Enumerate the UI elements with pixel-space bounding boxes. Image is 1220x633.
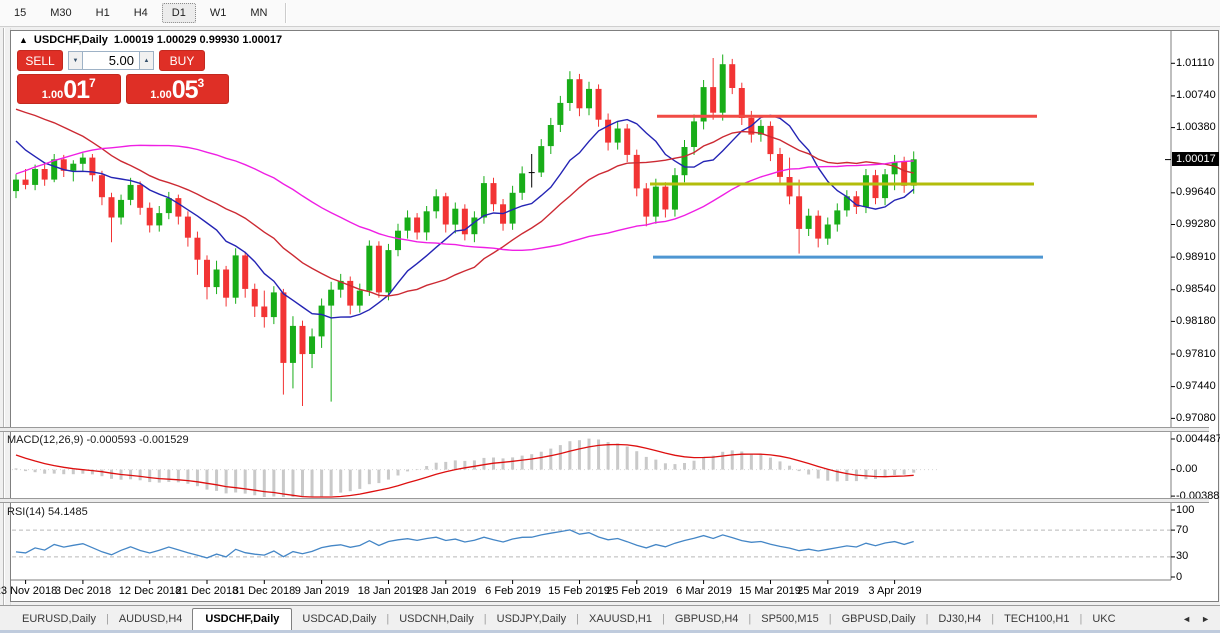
tab-scroll-controls: ◄ ► [1178, 614, 1220, 630]
tab-scroll-right-icon[interactable]: ► [1201, 614, 1210, 624]
date-axis-label: 25 Mar 2019 [797, 585, 859, 597]
date-axis-label: 3 Dec 2018 [54, 585, 112, 597]
status-strip [0, 630, 1220, 633]
price-axis-label: 0.97080 [1176, 412, 1216, 424]
tab-separator: | [1079, 613, 1083, 625]
price-axis-label: 0.97440 [1176, 380, 1216, 392]
timeframe-h1[interactable]: H1 [95, 7, 110, 19]
date-axis-label: 15 Feb 2019 [548, 585, 610, 597]
ask-price-big-digits: 05 [171, 76, 199, 104]
tab-usdchf-daily[interactable]: USDCHF,Daily [192, 608, 293, 630]
timeframe-15[interactable]: 15 [14, 7, 27, 19]
tab-separator: | [991, 613, 995, 625]
volume-input[interactable] [83, 51, 139, 70]
tab-xauusd-h1[interactable]: XAUUSD,H1 [588, 613, 652, 625]
price-axis-label: 0.99280 [1176, 218, 1216, 230]
volume-decrease-icon[interactable]: ▼ [68, 51, 83, 70]
date-axis-label: 21 Dec 2018 [175, 585, 239, 597]
tab-sp500-m15[interactable]: SP500,M15 [761, 613, 819, 625]
macd-axis-label: 0.004487 [1176, 433, 1220, 445]
price-axis-label: 0.98180 [1176, 315, 1216, 327]
date-axis-label: 28 Jan 2019 [415, 585, 477, 597]
ask-price-panel[interactable]: 1.00 05 3 [125, 74, 229, 104]
date-axis-label: 9 Jan 2019 [294, 585, 350, 597]
price-axis-label: 0.98910 [1176, 251, 1216, 263]
date-axis-label: 3 Apr 2019 [868, 585, 922, 597]
tab-tech100-h1[interactable]: TECH100,H1 [1004, 613, 1070, 625]
rsi-axis-label: 0 [1176, 571, 1183, 583]
volume-increase-icon[interactable]: ▲ [139, 51, 154, 70]
date-axis-label: 6 Feb 2019 [485, 585, 541, 597]
ask-price-pip-digit: 3 [197, 76, 205, 90]
chart-tab-bar: EURUSD,Daily | AUDUSD,H4 USDCHF,Daily USDCAD… [0, 605, 1220, 630]
tab-separator: | [748, 613, 752, 625]
tab-gbpusd-daily[interactable]: GBPUSD,Daily [841, 613, 916, 625]
price-axis-label: 1.00380 [1176, 121, 1216, 133]
chart-title-bar: ▲ USDCHF,Daily 1.00019 1.00029 0.99930 1… [19, 34, 282, 46]
toolbar-separator [285, 3, 288, 23]
price-axis-label: 0.97810 [1176, 348, 1216, 360]
price-axis-label: 1.01110 [1176, 57, 1215, 69]
ask-price-prefix: 1.00 [150, 89, 172, 101]
rsi-axis-label: 30 [1176, 550, 1189, 562]
chart-ohlc-values: 1.00019 1.00029 0.99930 1.00017 [113, 34, 283, 46]
price-axis-label: 0.98540 [1176, 283, 1216, 295]
timeframe-mn[interactable]: MN [250, 7, 268, 19]
timeframe-w1[interactable]: W1 [209, 7, 227, 19]
tab-dj30-h4[interactable]: DJ30,H4 [938, 613, 982, 625]
date-axis-label: 15 Mar 2019 [739, 585, 801, 597]
tab-scroll-left-icon[interactable]: ◄ [1182, 614, 1192, 624]
bid-price-prefix: 1.00 [41, 89, 64, 101]
date-axis-label: 6 Mar 2019 [676, 585, 732, 597]
timeframe-d1[interactable]: D1 [161, 3, 196, 23]
tab-usdcad-daily[interactable]: USDCAD,Daily [302, 613, 377, 625]
tab-usdjpy-daily[interactable]: USDJPY,Daily [496, 613, 567, 625]
bid-price-panel[interactable]: 1.00 01 7 [17, 74, 121, 104]
sell-button[interactable]: SELL [17, 50, 63, 71]
buy-button[interactable]: BUY [159, 50, 205, 71]
date-axis-label: 18 Jan 2019 [357, 585, 419, 597]
tab-separator: | [925, 613, 929, 625]
tab-eurusd-daily[interactable]: EURUSD,Daily [22, 613, 96, 625]
bid-price-big-digits: 01 [63, 76, 90, 104]
panel-splitter-rsi[interactable] [0, 498, 1209, 503]
timeframe-m30[interactable]: M30 [50, 7, 72, 19]
tab-separator: | [828, 613, 832, 625]
date-axis-label: 23 Nov 2018 [0, 585, 58, 597]
tab-separator: | [386, 613, 390, 625]
bid-price-pip-digit: 7 [89, 76, 96, 90]
price-axis-label: 1.00740 [1176, 89, 1216, 101]
date-axis-label: 25 Feb 2019 [606, 585, 668, 597]
tab-gbpusd-h4[interactable]: GBPUSD,H4 [674, 613, 739, 625]
chart-window[interactable]: ▲ USDCHF,Daily 1.00019 1.00029 0.99930 1… [10, 30, 1219, 602]
tab-ukc[interactable]: UKC [1092, 613, 1116, 625]
macd-axis-label: 0.00 [1176, 463, 1198, 475]
rsi-indicator-label: RSI(14) 54.1485 [7, 506, 88, 518]
timeframe-h4[interactable]: H4 [133, 7, 148, 19]
date-axis-label: 12 Dec 2018 [118, 585, 182, 597]
panel-splitter-macd[interactable] [0, 427, 1209, 432]
macd-indicator-label: MACD(12,26,9) -0.000593 -0.001529 [7, 434, 189, 446]
rsi-axis-label: 100 [1176, 504, 1195, 516]
tab-usdcnh-daily[interactable]: USDCNH,Daily [399, 613, 474, 625]
chart-expand-icon[interactable]: ▲ [19, 35, 28, 45]
tab-separator: | [576, 613, 579, 625]
tab-separator: | [483, 613, 487, 625]
timeframe-toolbar: 15 M30 H1 H4 D1 W1 MN [0, 0, 1220, 27]
date-axis-label: 31 Dec 2018 [232, 585, 296, 597]
tab-separator: | [661, 613, 665, 625]
one-click-trading-panel: SELL ▼ ▲ BUY 1.00 01 7 1.00 05 3 [17, 50, 229, 104]
price-axis-label: 0.99640 [1176, 186, 1216, 198]
rsi-axis-label: 70 [1176, 524, 1189, 536]
current-price-box: 1.00017 [1172, 152, 1219, 166]
tab-separator: | [105, 613, 109, 625]
dock-groove [3, 28, 5, 605]
tab-audusd-h4[interactable]: AUDUSD,H4 [118, 613, 183, 625]
chart-symbol-label: USDCHF,Daily [33, 34, 108, 46]
